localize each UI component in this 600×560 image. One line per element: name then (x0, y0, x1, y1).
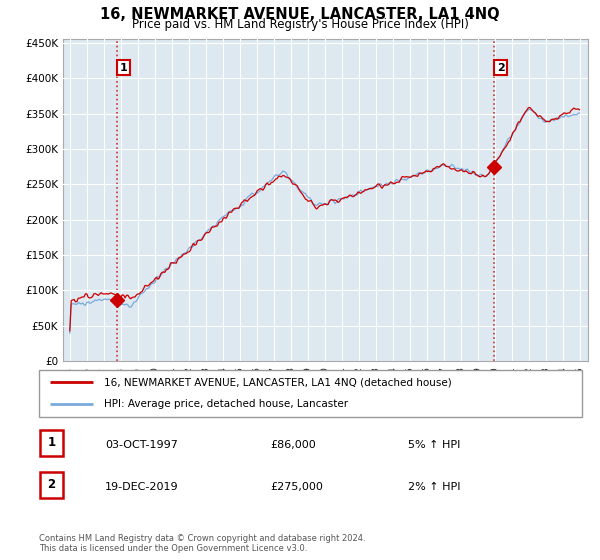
Text: 19-DEC-2019: 19-DEC-2019 (105, 482, 179, 492)
Text: Contains HM Land Registry data © Crown copyright and database right 2024.
This d: Contains HM Land Registry data © Crown c… (39, 534, 365, 553)
Text: HPI: Average price, detached house, Lancaster: HPI: Average price, detached house, Lanc… (104, 399, 348, 409)
Text: 2: 2 (47, 478, 56, 491)
Text: 2: 2 (497, 63, 505, 72)
Text: 16, NEWMARKET AVENUE, LANCASTER, LA1 4NQ: 16, NEWMARKET AVENUE, LANCASTER, LA1 4NQ (100, 7, 500, 22)
Text: 03-OCT-1997: 03-OCT-1997 (105, 440, 178, 450)
Text: Price paid vs. HM Land Registry's House Price Index (HPI): Price paid vs. HM Land Registry's House … (131, 18, 469, 31)
Text: 1: 1 (119, 63, 127, 72)
Text: £86,000: £86,000 (270, 440, 316, 450)
Text: 1: 1 (47, 436, 56, 449)
Text: 16, NEWMARKET AVENUE, LANCASTER, LA1 4NQ (detached house): 16, NEWMARKET AVENUE, LANCASTER, LA1 4NQ… (104, 377, 452, 388)
Text: 2% ↑ HPI: 2% ↑ HPI (408, 482, 461, 492)
Text: 5% ↑ HPI: 5% ↑ HPI (408, 440, 460, 450)
Text: £275,000: £275,000 (270, 482, 323, 492)
